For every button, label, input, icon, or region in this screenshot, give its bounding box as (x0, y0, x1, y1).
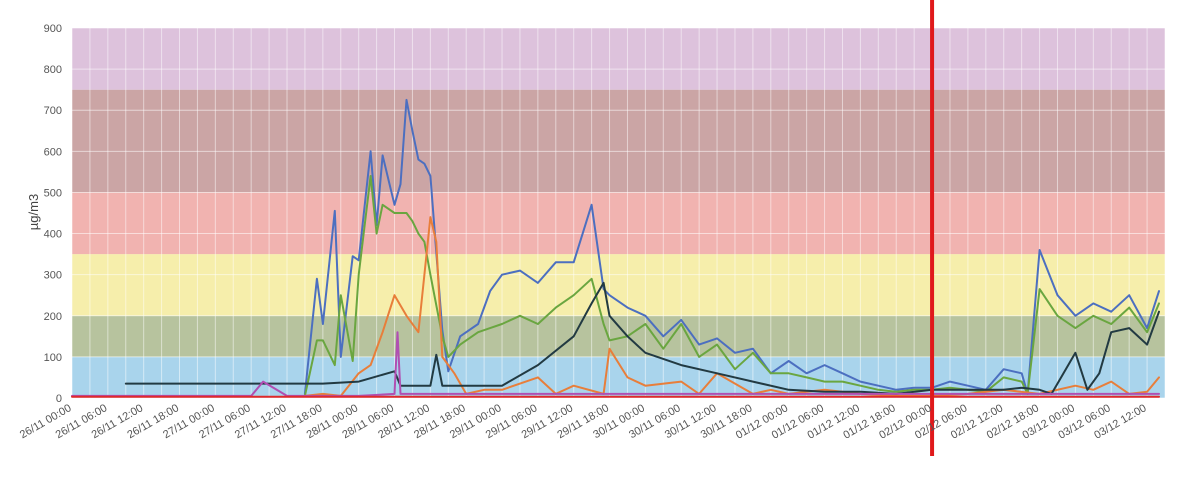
y-tick-label-7: 700 (44, 105, 62, 117)
series-line-0 (303, 98, 1160, 395)
y-tick-label-0: 0 (56, 393, 62, 405)
y-tick-label-3: 300 (44, 270, 62, 282)
y-tick-label-4: 400 (44, 229, 62, 241)
y-tick-label-9: 900 (44, 23, 62, 35)
band-layer (72, 28, 1165, 398)
aqi-band-5 (72, 28, 1165, 90)
aqi-band-2 (72, 254, 1165, 316)
y-tick-label-2: 200 (44, 311, 62, 323)
series-line-2 (303, 216, 1160, 397)
y-tick-label-6: 600 (44, 146, 62, 158)
aqi-band-4 (72, 89, 1165, 193)
y-axis-title: µg/m3 (26, 194, 41, 230)
y-tick-layer: 0 100 200 300 400 500 600 700 800 900 (44, 23, 62, 405)
series-layer (71, 98, 1160, 398)
y-tick-label-8: 800 (44, 64, 62, 76)
series-line-1 (303, 175, 1160, 397)
y-tick-label-1: 100 (44, 352, 62, 364)
aqi-band-3 (72, 192, 1165, 255)
y-tick-label-5: 500 (44, 187, 62, 199)
grid-layer (71, 27, 1166, 399)
aqi-band-1 (72, 315, 1165, 357)
series-line-4 (71, 331, 1160, 397)
